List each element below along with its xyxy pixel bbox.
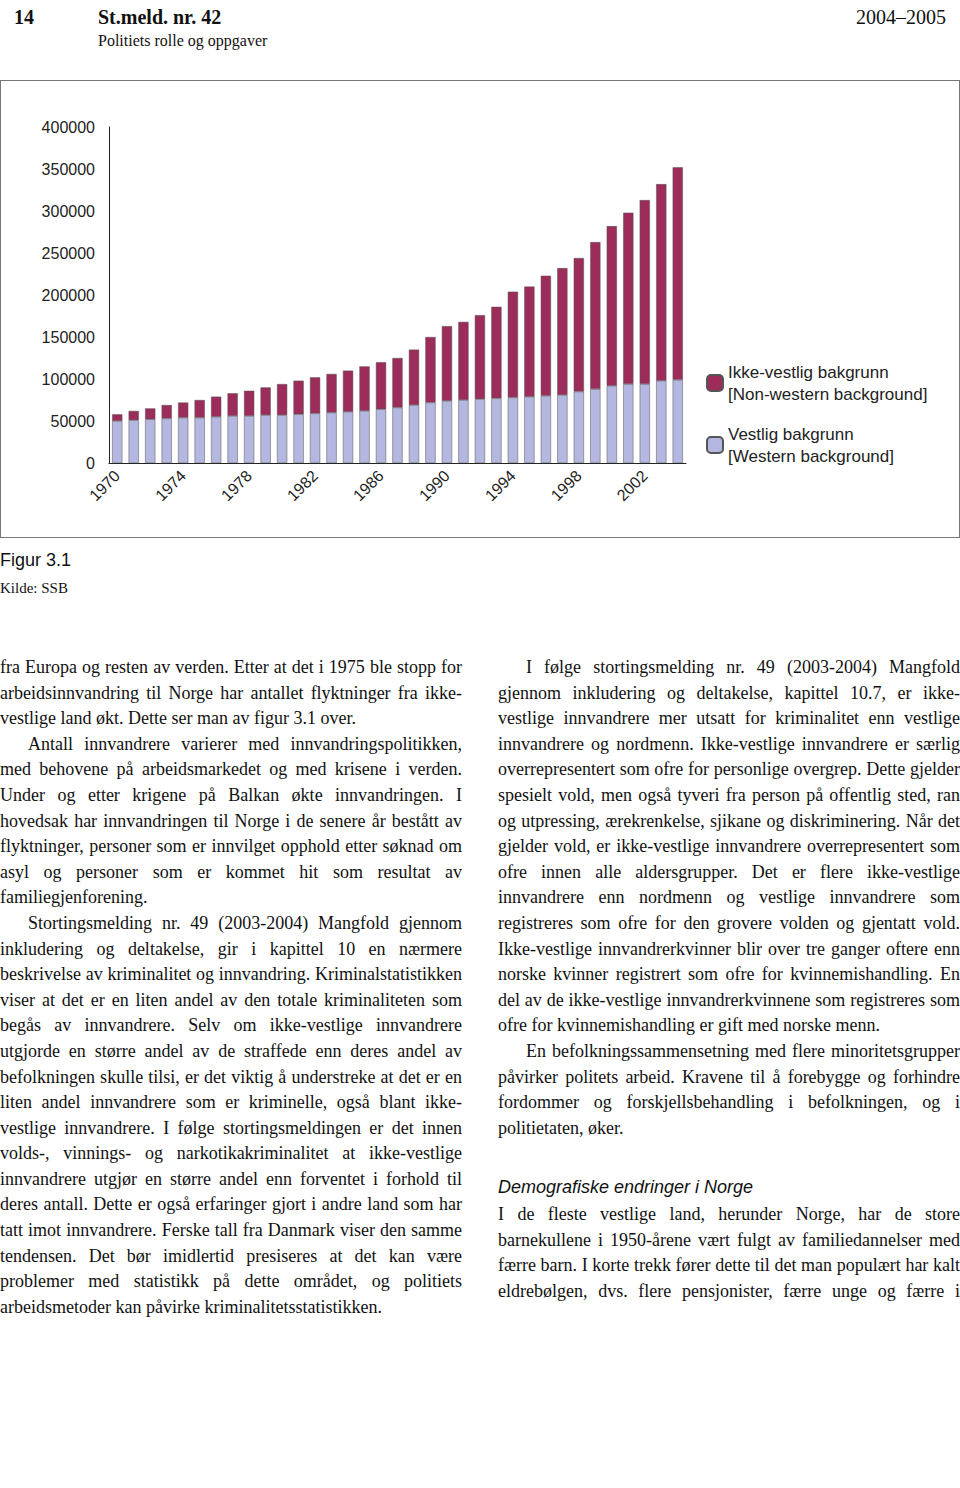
svg-text:1994: 1994	[482, 467, 519, 504]
html-text:I følge stortingsmelding nr. 4: I følge stortingsmelding nr. 49 (2003-20…	[498, 657, 960, 1036]
svg-text:Ikke-vestlig bakgrunn: Ikke-vestlig bakgrunn	[728, 363, 889, 382]
html-text:Politiets rolle og oppgaver: Politiets rolle og oppgaver	[98, 32, 268, 49]
svg-text:1986: 1986	[350, 467, 387, 504]
html-text:Antall innvandrere varierer me: Antall innvandrere varierer med innvandr…	[0, 733, 462, 908]
svg-text:200000: 200000	[42, 287, 95, 304]
html-text:fra Europa og resten av verden: fra Europa og resten av verden. Etter at…	[0, 657, 462, 729]
html-text:Figur 3.1: Figur 3.1	[0, 550, 71, 570]
svg-text:1982: 1982	[284, 467, 321, 504]
svg-text:0: 0	[86, 455, 95, 472]
svg-text:300000: 300000	[42, 203, 95, 220]
svg-text:1978: 1978	[218, 467, 255, 504]
svg-text:250000: 250000	[42, 245, 95, 262]
html-text:St.meld. nr. 42: St.meld. nr. 42	[98, 6, 222, 28]
svg-text:2002: 2002	[614, 467, 651, 504]
svg-text:1998: 1998	[548, 467, 585, 504]
html-text:I de fleste vestlige land, her: I de fleste vestlige land, herunder Norg…	[498, 1204, 960, 1302]
svg-text:Vestlig bakgrunn: Vestlig bakgrunn	[728, 425, 854, 444]
svg-text:150000: 150000	[42, 329, 95, 346]
html-text:2004–2005: 2004–2005	[856, 6, 946, 28]
svg-text:400000: 400000	[42, 119, 95, 136]
svg-text:100000: 100000	[42, 371, 95, 388]
html-text:Demografiske endringer i Norge: Demografiske endringer i Norge	[498, 1177, 754, 1198]
svg-text:1974: 1974	[152, 467, 189, 504]
svg-text:1970: 1970	[86, 467, 123, 504]
svg-text:[Non-western background]: [Non-western background]	[728, 385, 927, 404]
svg-text:[Western background]: [Western background]	[728, 447, 894, 466]
html-text:14: 14	[14, 6, 34, 28]
html-text:Stortingsmelding nr. 49 (2003-: Stortingsmelding nr. 49 (2003-2004) Mang…	[0, 912, 462, 1317]
svg-text:1990: 1990	[416, 467, 453, 504]
svg-text:350000: 350000	[42, 161, 95, 178]
html-text:En befolkningssammensetning me: En befolkningssammensetning med flere mi…	[498, 1040, 960, 1138]
html-text:Kilde: SSB: Kilde: SSB	[0, 580, 68, 596]
svg-text:50000: 50000	[51, 413, 96, 430]
